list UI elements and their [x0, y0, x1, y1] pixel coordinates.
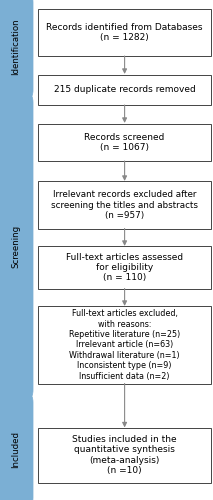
FancyBboxPatch shape — [38, 306, 211, 384]
Text: Irrelevant records excluded after
screening the titles and abstracts
(n =957): Irrelevant records excluded after screen… — [51, 190, 198, 220]
Text: Full-text articles assessed
for eligibility
(n = 110): Full-text articles assessed for eligibil… — [66, 252, 183, 282]
FancyBboxPatch shape — [0, 395, 33, 500]
FancyBboxPatch shape — [38, 181, 211, 229]
Text: Screening: Screening — [12, 224, 20, 268]
FancyBboxPatch shape — [38, 8, 211, 56]
Text: Identification: Identification — [12, 18, 20, 74]
Text: 215 duplicate records removed: 215 duplicate records removed — [54, 86, 196, 94]
Text: Full-text articles excluded,
with reasons:
Repetitive literature (n=25)
Irreleva: Full-text articles excluded, with reason… — [69, 310, 180, 380]
Text: Studies included in the
quantitative synthesis
(meta-analysis)
(n =10): Studies included in the quantitative syn… — [72, 435, 177, 475]
FancyBboxPatch shape — [38, 246, 211, 288]
FancyBboxPatch shape — [38, 124, 211, 161]
Text: Included: Included — [12, 432, 20, 469]
FancyBboxPatch shape — [38, 75, 211, 105]
FancyBboxPatch shape — [0, 0, 33, 98]
Text: Records identified from Databases
(n = 1282): Records identified from Databases (n = 1… — [46, 23, 203, 42]
FancyBboxPatch shape — [0, 95, 33, 398]
FancyBboxPatch shape — [38, 428, 211, 482]
Text: Records screened
(n = 1067): Records screened (n = 1067) — [84, 133, 165, 152]
